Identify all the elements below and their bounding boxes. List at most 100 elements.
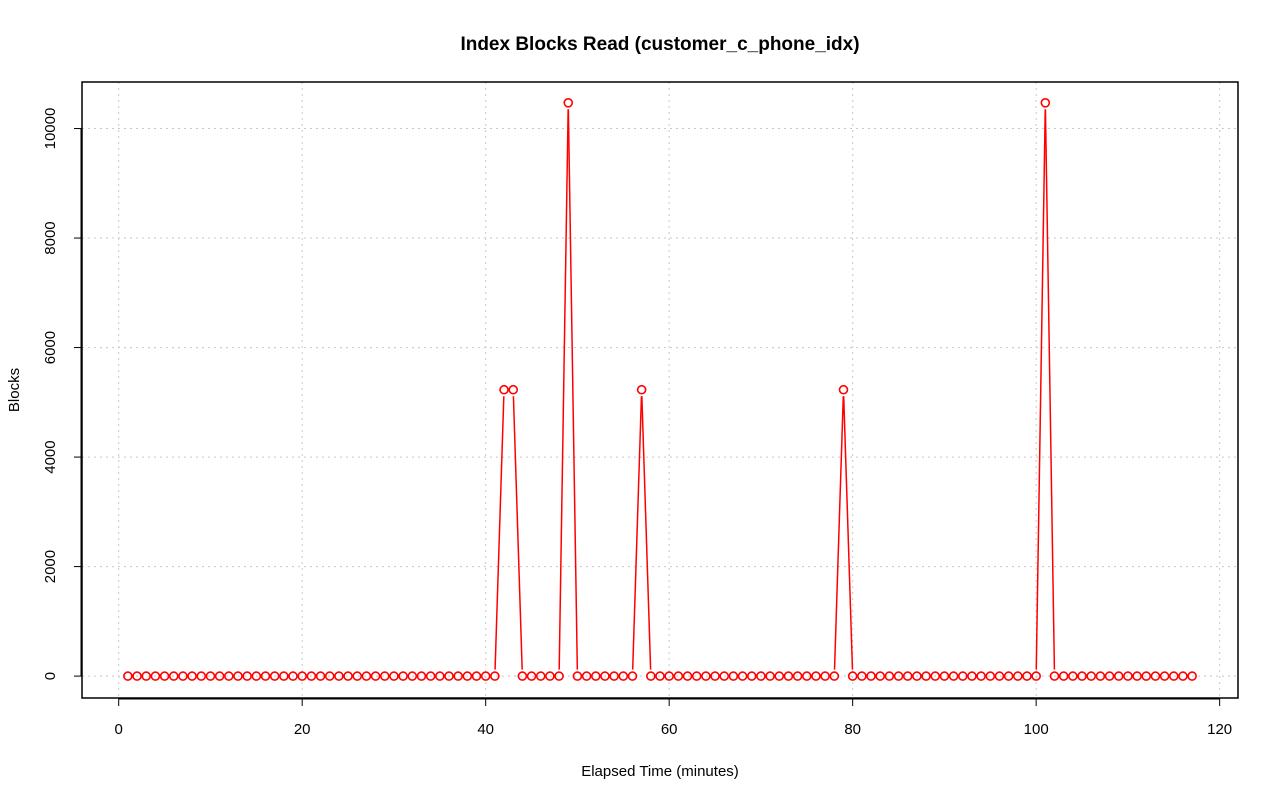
data-point [847, 671, 858, 681]
data-point [132, 671, 142, 681]
data-point [370, 671, 381, 681]
data-point [673, 671, 684, 681]
data-point [1159, 671, 1170, 681]
data-point [1178, 671, 1188, 681]
data-point [884, 671, 895, 681]
x-tick-label: 20 [294, 721, 311, 738]
data-point [866, 671, 876, 681]
data-point [976, 671, 986, 681]
data-point [205, 671, 216, 681]
data-point [187, 671, 197, 681]
data-point [618, 671, 629, 681]
data-point [269, 671, 280, 681]
data-point [324, 671, 335, 681]
data-point [379, 671, 390, 681]
data-point [627, 671, 638, 681]
data-point [1150, 671, 1161, 681]
data-point [664, 671, 674, 681]
data-point [893, 671, 904, 681]
data-point [196, 671, 207, 681]
data-point [930, 671, 941, 681]
grid [82, 82, 1238, 698]
data-point [710, 671, 720, 681]
data-point [921, 671, 931, 681]
data-point [1049, 671, 1060, 681]
data-point [435, 671, 445, 681]
data-point [499, 384, 509, 395]
data-point [1013, 671, 1023, 681]
x-tick-label: 120 [1207, 721, 1232, 738]
data-point [682, 671, 693, 681]
data-point [1123, 671, 1133, 681]
data-point [1003, 671, 1014, 681]
data-point [912, 671, 922, 681]
data-point [471, 671, 482, 681]
y-tick-label: 10000 [42, 108, 59, 150]
data-point [1058, 671, 1069, 681]
data-point [1086, 671, 1097, 681]
data-point [783, 671, 794, 681]
data-point [343, 671, 353, 681]
data-point [233, 671, 243, 681]
data-point [361, 671, 372, 681]
y-tick-label: 4000 [42, 440, 59, 473]
data-point [554, 671, 564, 681]
data-point [985, 671, 996, 681]
data-point [1113, 671, 1124, 681]
series-line-segment [1035, 109, 1046, 670]
series-line-segment [833, 396, 845, 670]
series-line-segment [631, 396, 643, 670]
y-tick-label: 8000 [42, 221, 59, 254]
y-tick-label: 0 [42, 672, 59, 680]
data-point [875, 671, 885, 681]
x-tick-label: 100 [1024, 721, 1049, 738]
data-point [480, 671, 491, 681]
data-point [563, 98, 574, 108]
data-point [957, 671, 968, 681]
chart-title: Index Blocks Read (customer_c_phone_idx) [460, 34, 859, 55]
data-point [1040, 98, 1051, 108]
data-point [508, 384, 519, 395]
data-point [691, 671, 702, 681]
data-point [746, 671, 757, 681]
data-point [581, 671, 592, 681]
data-point [517, 671, 528, 681]
data-point [214, 671, 225, 681]
data-point [398, 671, 408, 681]
data-point [1104, 671, 1115, 681]
data-point [1068, 671, 1078, 681]
x-tick-label: 60 [661, 721, 678, 738]
data-point [416, 671, 427, 681]
data-point [526, 671, 537, 681]
series-layer [123, 98, 1197, 681]
data-point [774, 671, 785, 681]
data-point [719, 671, 730, 681]
x-tick-label: 40 [477, 721, 494, 738]
data-point [545, 671, 555, 681]
data-point [829, 671, 840, 681]
data-point [1077, 671, 1087, 681]
data-point [150, 671, 161, 681]
data-point [756, 671, 766, 681]
axes: 0 20 40 60 80 100 120 0 2000 4000 6000 8000 10000 [42, 108, 1232, 738]
data-point [260, 671, 271, 681]
data-point [1141, 671, 1152, 681]
data-point [838, 384, 849, 395]
series-line-segment [842, 396, 854, 670]
series-line-segment [641, 396, 652, 670]
data-point [902, 671, 913, 681]
data-point [801, 671, 812, 681]
data-point [572, 671, 583, 681]
data-point [159, 671, 170, 681]
data-point [444, 671, 454, 681]
data-point [701, 671, 711, 681]
data-point [655, 671, 665, 681]
data-point [297, 671, 307, 681]
data-point [1095, 671, 1106, 681]
data-point [1031, 671, 1041, 681]
data-point [811, 671, 821, 681]
series-line-segment [1044, 109, 1056, 670]
series-line-segment [567, 109, 579, 670]
x-tick-label: 0 [115, 721, 123, 738]
data-point [646, 671, 656, 681]
